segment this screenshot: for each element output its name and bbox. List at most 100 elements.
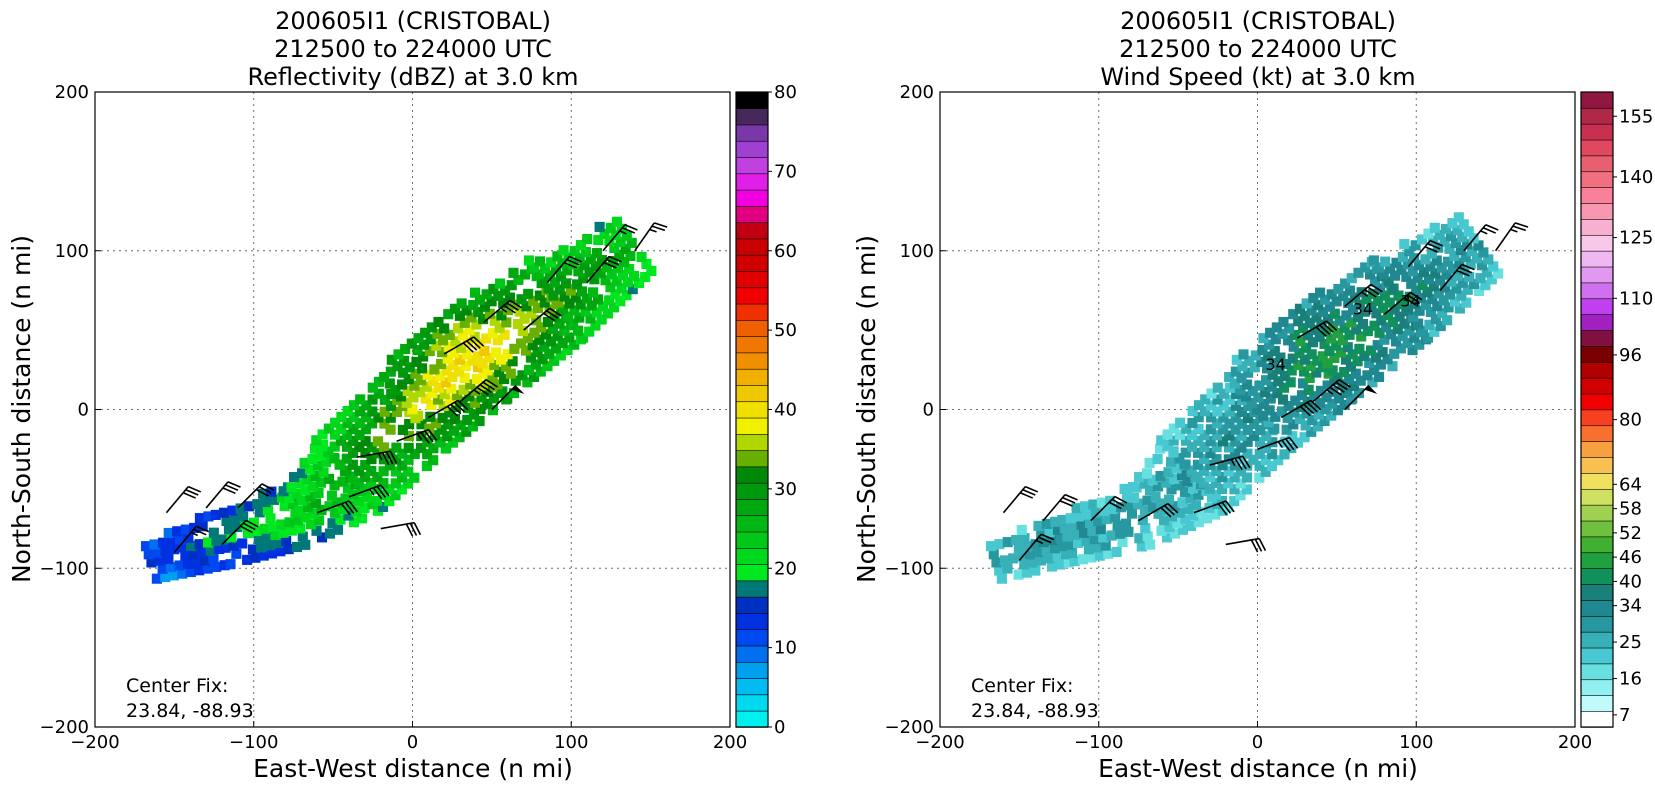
windspeed-field-cell-558 (1396, 264, 1407, 275)
reflectivity-colorbar-swatch-32 (735, 189, 769, 207)
windspeed-field-cell-342 (1313, 409, 1324, 420)
windspeed-wind-barb-0 (1002, 485, 1039, 514)
windspeed-field-cell-104 (1134, 499, 1145, 510)
reflectivity-field-cell-233 (372, 436, 384, 447)
windspeed-field-cell-424 (1345, 361, 1356, 372)
windspeed-colorbar-tick-label-13: 140 (1619, 167, 1653, 188)
windspeed-field-cell-34 (1047, 535, 1058, 546)
reflectivity-field-cell-542 (575, 299, 586, 310)
reflectivity-field-cell-399 (482, 365, 493, 376)
reflectivity-field-cell-269 (373, 388, 384, 399)
reflectivity-field-cell-138 (337, 503, 349, 515)
reflectivity-colorbar-tick-label-4: 40 (774, 400, 797, 421)
reflectivity-field-cell-313 (455, 420, 466, 431)
reflectivity-field-cell-104 (287, 498, 299, 509)
reflectivity-field-cell-362 (465, 379, 476, 390)
windspeed-field-cell-404 (1317, 351, 1328, 362)
reflectivity-field-cell-28 (186, 540, 197, 551)
windspeed-field-cell-106 (1169, 528, 1181, 539)
windspeed-field-cell-60 (1071, 503, 1082, 514)
windspeed-field-cell-492 (1371, 308, 1382, 319)
reflectivity-field-cell-114 (324, 528, 336, 539)
windspeed-field-cell-243 (1266, 460, 1277, 472)
reflectivity-field-cell-524 (543, 283, 554, 294)
reflectivity-colorbar-swatch-20 (735, 384, 769, 403)
reflectivity-field-cell-36 (211, 561, 222, 572)
windspeed-field-cell-447 (1369, 364, 1380, 375)
reflectivity-field-cell-241 (367, 418, 378, 429)
windspeed-colorbar-swatch-17 (1580, 440, 1614, 458)
reflectivity-field-cell-183 (311, 435, 322, 446)
reflectivity-colorbar-swatch-15 (735, 466, 769, 484)
windspeed-field-cell-350 (1263, 351, 1274, 362)
windspeed-colorbar-swatch-18 (1580, 425, 1614, 442)
windspeed-field-cell-565 (1417, 280, 1428, 291)
reflectivity-field-cell-469 (539, 341, 550, 352)
reflectivity-colorbar-tick-label-7: 70 (774, 161, 797, 182)
windspeed-field-cell-385 (1271, 322, 1282, 333)
reflectivity-field-cell-123 (316, 504, 327, 516)
reflectivity-field-cell-39 (203, 537, 214, 548)
windspeed-field-cell-289 (1263, 417, 1274, 428)
windspeed-colorbar-swatch-31 (1580, 218, 1614, 236)
windspeed-colorbar-swatch-8 (1580, 583, 1614, 601)
reflectivity-field-cell-471 (529, 327, 540, 338)
windspeed-wind-barb-15 (1407, 239, 1444, 268)
reflectivity-field-cell-11 (163, 553, 174, 565)
reflectivity-field-cell-15 (174, 560, 185, 571)
reflectivity-field-cell-128 (289, 472, 300, 483)
reflectivity-field-cell-616 (621, 230, 632, 241)
reflectivity-field-cell-88 (283, 544, 294, 555)
reflectivity-field-cell-537 (539, 263, 551, 274)
reflectivity-field-cell-409 (489, 359, 500, 371)
reflectivity-x-tick-label-3: 100 (554, 732, 588, 753)
reflectivity-field-cell-531 (569, 305, 580, 316)
reflectivity-field-cell-7 (152, 547, 163, 558)
reflectivity-field-cell-601 (614, 249, 625, 261)
windspeed-field-cell-369 (1298, 366, 1310, 377)
reflectivity-field-cell-6 (154, 555, 166, 566)
reflectivity-wind-barb-12 (491, 384, 525, 411)
windspeed-field-cell-618 (1465, 259, 1476, 270)
reflectivity-field-cell-258 (397, 424, 408, 435)
windspeed-field-cell-516 (1369, 276, 1381, 287)
reflectivity-field-cell-298 (397, 379, 408, 390)
windspeed-field-cell-39 (1058, 541, 1069, 552)
reflectivity-field-cell-91 (276, 519, 287, 530)
windspeed-field-cell-206 (1205, 448, 1216, 459)
windspeed-field-cell-504 (1373, 295, 1384, 306)
windspeed-field-cell-119 (1144, 485, 1156, 496)
reflectivity-field-cell-563 (573, 266, 584, 277)
reflectivity-field-cell-494 (528, 295, 539, 306)
reflectivity-colorbar-swatch-2 (735, 677, 769, 696)
windspeed-field-cell-77 (1101, 514, 1112, 525)
reflectivity-field-cell-223 (354, 430, 365, 441)
reflectivity-field-cell-50 (210, 509, 221, 520)
windspeed-field-cell-188 (1235, 490, 1246, 501)
windspeed-field-cell-148 (1204, 502, 1215, 514)
reflectivity-field-cell-212 (342, 429, 353, 440)
reflectivity-field-cell-100 (297, 531, 308, 542)
windspeed-title-line-1: 200605I1 (CRISTOBAL) (1120, 7, 1396, 35)
reflectivity-field-cell-57 (242, 554, 253, 565)
reflectivity-field-cell-546 (555, 271, 567, 282)
reflectivity-field-cell-333 (417, 363, 428, 374)
windspeed-field-cell-553 (1420, 299, 1432, 311)
windspeed-field-cell-639 (1463, 226, 1474, 237)
windspeed-field-cell-531 (1418, 325, 1429, 336)
windspeed-field-cell-382 (1288, 341, 1299, 352)
reflectivity-field-cell-569 (589, 274, 600, 285)
windspeed-field-cell-399 (1342, 386, 1353, 397)
reflectivity-field-cell-254 (428, 455, 439, 466)
windspeed-field-cell-328 (1244, 355, 1255, 366)
windspeed-colorbar-swatch-30 (1580, 234, 1614, 252)
reflectivity-field-cell-572 (574, 253, 585, 264)
reflectivity-field-cell-330 (433, 382, 445, 393)
reflectivity-field-cell-503 (544, 304, 555, 315)
reflectivity-field-cell-93 (266, 486, 277, 497)
reflectivity-field-cell-287 (396, 391, 407, 402)
windspeed-field-cell-152 (1176, 469, 1188, 481)
windspeed-field-cell-471 (1362, 326, 1373, 337)
reflectivity-field-cell-142 (310, 471, 321, 482)
windspeed-field-cell-249 (1224, 418, 1235, 429)
